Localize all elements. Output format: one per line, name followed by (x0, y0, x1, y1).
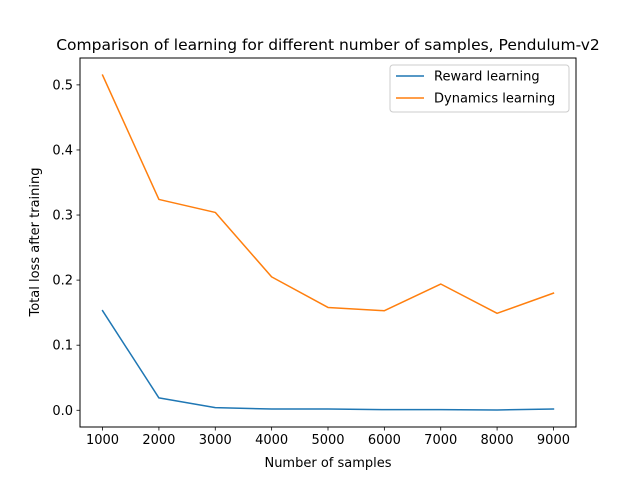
x-tick-label: 1000 (86, 433, 119, 448)
legend-label-1: Dynamics learning (434, 92, 555, 107)
y-tick-label: 0.1 (52, 339, 73, 354)
plot-area (101, 74, 555, 411)
x-axis-label: Number of samples (264, 456, 391, 471)
y-tick-label: 0.4 (52, 143, 73, 158)
series-line-1 (101, 74, 555, 315)
legend: Reward learning Dynamics learning (389, 64, 570, 113)
x-tick-label: 2000 (142, 433, 175, 448)
chart-title: Comparison of learning for different num… (56, 36, 600, 54)
y-tick-label: 0.5 (52, 78, 73, 93)
legend-box (389, 64, 570, 113)
y-tick-label: 0.3 (52, 209, 73, 224)
x-tick-label: 5000 (311, 433, 344, 448)
x-tick-label: 3000 (199, 433, 232, 448)
x-tick-label: 8000 (481, 433, 514, 448)
legend-label-0: Reward learning (434, 70, 540, 85)
y-tick-label: 0.0 (52, 404, 73, 419)
x-tick-label: 4000 (255, 433, 288, 448)
y-axis-label: Total loss after training (28, 168, 43, 318)
x-tick-label: 9000 (537, 433, 570, 448)
x-axis: 1000 2000 3000 4000 5000 6000 7000 8000 9000 (86, 427, 570, 448)
y-tick-label: 0.2 (52, 274, 73, 289)
y-axis: 0.0 0.1 0.2 0.3 0.4 0.5 (52, 78, 80, 419)
series-line-0 (101, 309, 555, 411)
x-tick-label: 6000 (368, 433, 401, 448)
x-tick-label: 7000 (424, 433, 457, 448)
